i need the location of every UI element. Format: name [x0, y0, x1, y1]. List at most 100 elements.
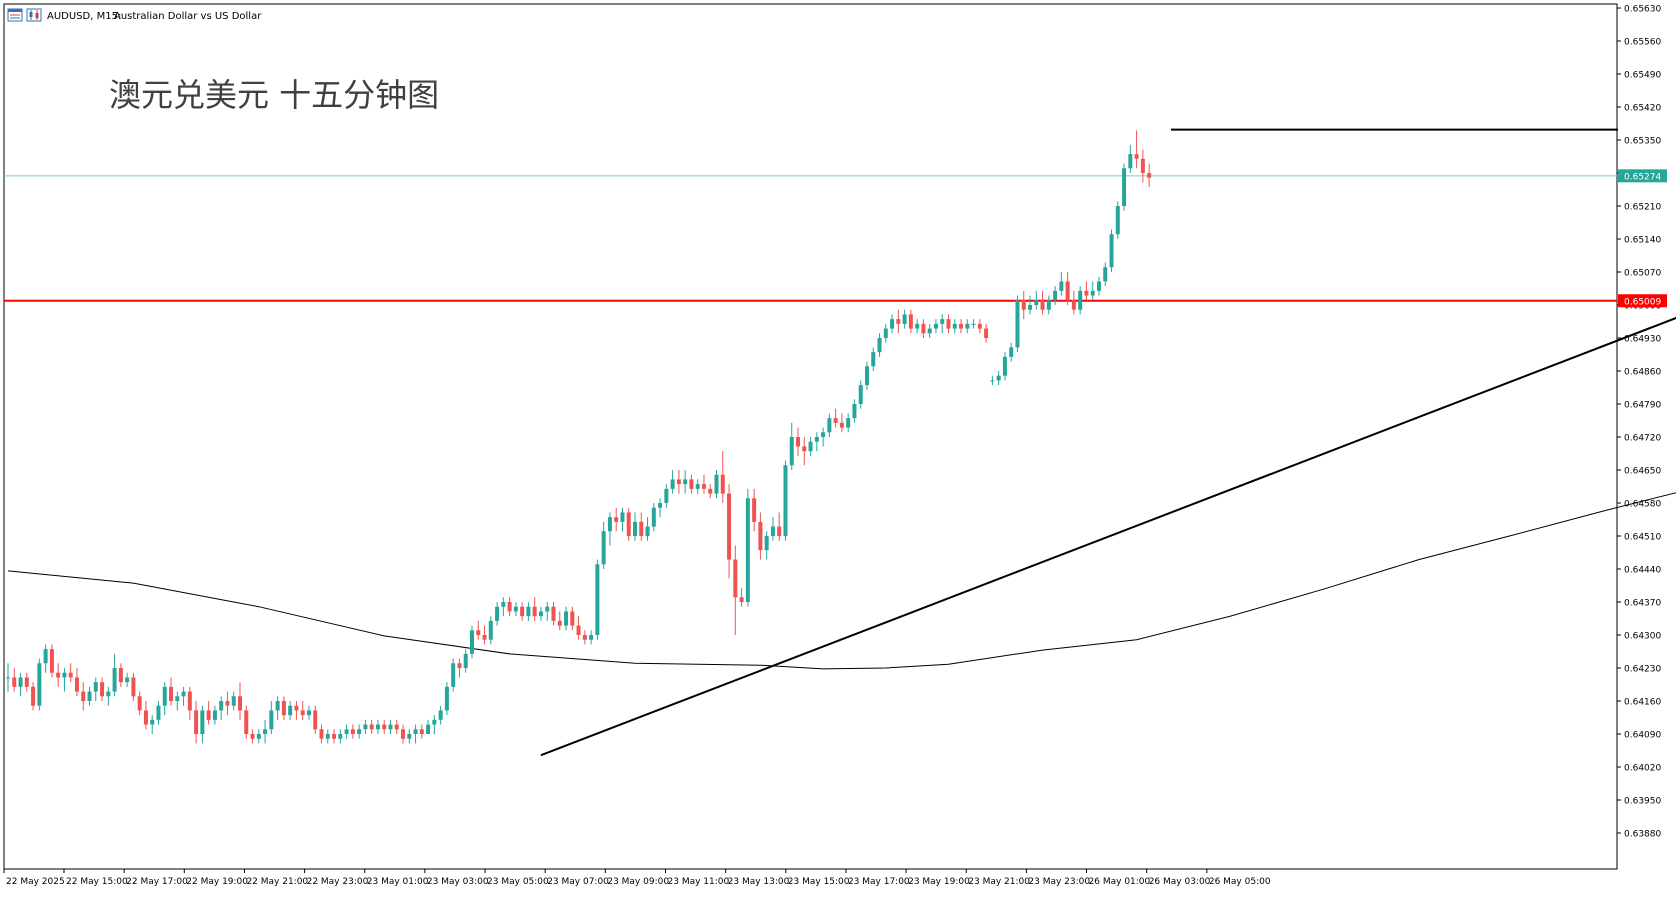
- candle-body: [444, 686, 449, 711]
- candle-body: [100, 682, 105, 697]
- candle: [194, 701, 199, 744]
- candle-body: [131, 677, 136, 697]
- candle-body: [915, 323, 920, 329]
- candle: [24, 672, 29, 692]
- candle-body: [451, 663, 456, 687]
- candle: [143, 701, 148, 730]
- candle-body: [325, 734, 330, 739]
- candle: [714, 470, 719, 499]
- candle-body: [275, 701, 280, 711]
- candle-body: [896, 319, 901, 324]
- candle-body: [56, 672, 61, 678]
- candle: [745, 488, 750, 607]
- candle-body: [495, 606, 500, 621]
- candle-body: [933, 323, 938, 329]
- candle-body: [689, 479, 694, 489]
- candle: [325, 729, 330, 744]
- candle-body: [620, 512, 625, 522]
- candle-body: [432, 719, 437, 725]
- x-axis-tick-label: 22 May 23:00: [307, 877, 369, 887]
- candle: [764, 531, 769, 560]
- candle-body: [532, 606, 537, 617]
- candle: [131, 672, 136, 701]
- trend-line[interactable]: [540, 147, 1676, 757]
- candle: [68, 663, 73, 683]
- candle: [200, 705, 205, 744]
- candle-body: [683, 479, 688, 485]
- candle: [175, 691, 180, 711]
- candle-body: [338, 734, 343, 739]
- candle: [620, 507, 625, 532]
- candle: [733, 545, 738, 635]
- candle-body: [658, 503, 663, 508]
- candle: [984, 323, 989, 343]
- candle-body: [821, 432, 826, 437]
- candle: [93, 677, 98, 701]
- candle: [1046, 295, 1051, 315]
- candle: [532, 597, 537, 621]
- candle-body: [877, 338, 882, 353]
- candle: [777, 512, 782, 541]
- candle-body: [871, 352, 876, 367]
- y-axis-tick-label: 0.64580: [1624, 500, 1661, 510]
- candle: [288, 701, 293, 720]
- candle-body: [908, 314, 913, 329]
- candle: [1040, 290, 1045, 315]
- candle-body: [419, 729, 424, 734]
- candle-body: [1015, 300, 1020, 348]
- candle-body: [219, 701, 224, 711]
- candle: [37, 658, 42, 711]
- candle-body: [752, 498, 757, 522]
- y-axis-tick-label: 0.64090: [1624, 731, 1661, 741]
- candle: [1034, 290, 1039, 310]
- candle: [451, 658, 456, 692]
- x-axis-tick-label: 23 May 09:00: [607, 877, 669, 887]
- candle: [1096, 276, 1101, 296]
- candle: [959, 319, 964, 334]
- y-axis-tick-label: 0.64230: [1624, 665, 1661, 675]
- candle: [74, 668, 79, 697]
- candle-body: [212, 710, 217, 720]
- candle: [507, 597, 512, 617]
- candle: [1028, 295, 1033, 315]
- candle: [156, 701, 161, 725]
- candle-body: [1040, 300, 1045, 310]
- candle: [639, 512, 644, 541]
- candle-body: [118, 668, 123, 683]
- candle: [1078, 286, 1083, 315]
- candle-body: [382, 724, 387, 730]
- candle: [6, 663, 10, 692]
- y-axis-tick-label: 0.64650: [1624, 467, 1661, 477]
- candle-body: [256, 734, 261, 739]
- candle: [212, 705, 217, 725]
- candle-body: [401, 729, 406, 739]
- candle-body: [808, 441, 813, 452]
- candle-body: [1115, 206, 1120, 235]
- candle-body: [883, 328, 888, 338]
- candle: [256, 729, 261, 744]
- candle-body: [946, 319, 951, 329]
- candle: [1140, 149, 1145, 183]
- candle-body: [902, 314, 907, 324]
- candle: [319, 724, 324, 744]
- candle: [513, 602, 518, 617]
- candle: [570, 606, 575, 631]
- candle-body: [639, 521, 644, 536]
- candle-body: [727, 493, 732, 560]
- candle-body: [701, 484, 706, 489]
- candle-body: [839, 422, 844, 428]
- candle-body: [595, 564, 600, 635]
- candle-body: [626, 512, 631, 536]
- candle: [369, 719, 374, 734]
- candle: [864, 361, 869, 390]
- y-axis-tick-label: 0.64930: [1624, 335, 1661, 345]
- candle-body: [802, 446, 807, 452]
- candle-body: [582, 635, 587, 640]
- candle-body: [796, 437, 801, 447]
- candle-body: [24, 677, 29, 687]
- candle-body: [288, 705, 293, 716]
- candle: [908, 309, 913, 334]
- candle: [1128, 144, 1133, 173]
